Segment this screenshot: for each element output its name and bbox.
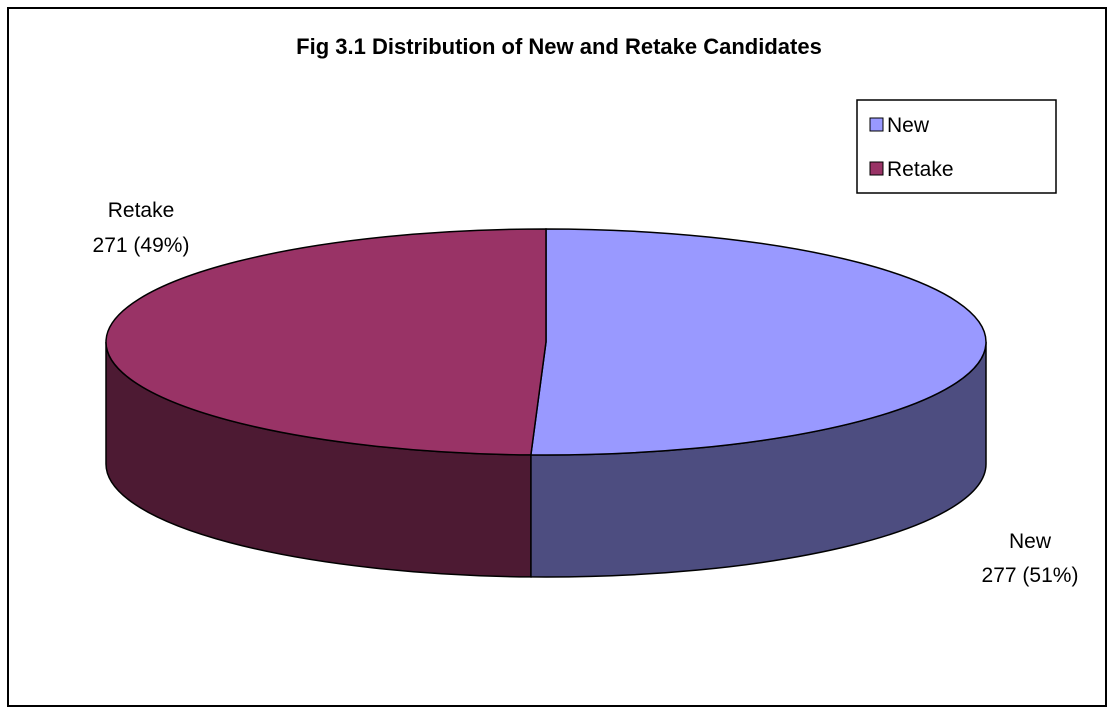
pie-slice-new: [530, 228, 987, 456]
legend-box: [856, 99, 1057, 194]
data-label-retake-name: Retake: [108, 199, 175, 222]
data-label-retake-value: 271 (49%): [93, 234, 190, 257]
legend-swatch-new: [869, 117, 884, 132]
pie-tops: [105, 228, 987, 456]
legend-label-new: New: [887, 114, 930, 137]
legend: New Retake: [856, 99, 1057, 194]
legend-label-retake: Retake: [887, 158, 954, 181]
pie-slice-retake: [105, 228, 547, 456]
legend-swatch-retake: [869, 161, 884, 176]
data-label-new: New 277 (51%): [982, 530, 1079, 587]
data-label-new-value: 277 (51%): [982, 564, 1079, 587]
chart-title: Fig 3.1 Distribution of New and Retake C…: [296, 34, 822, 59]
data-label-new-name: New: [1009, 530, 1052, 553]
data-label-retake: Retake 271 (49%): [93, 199, 190, 257]
pie-chart: Fig 3.1 Distribution of New and Retake C…: [93, 34, 1079, 587]
